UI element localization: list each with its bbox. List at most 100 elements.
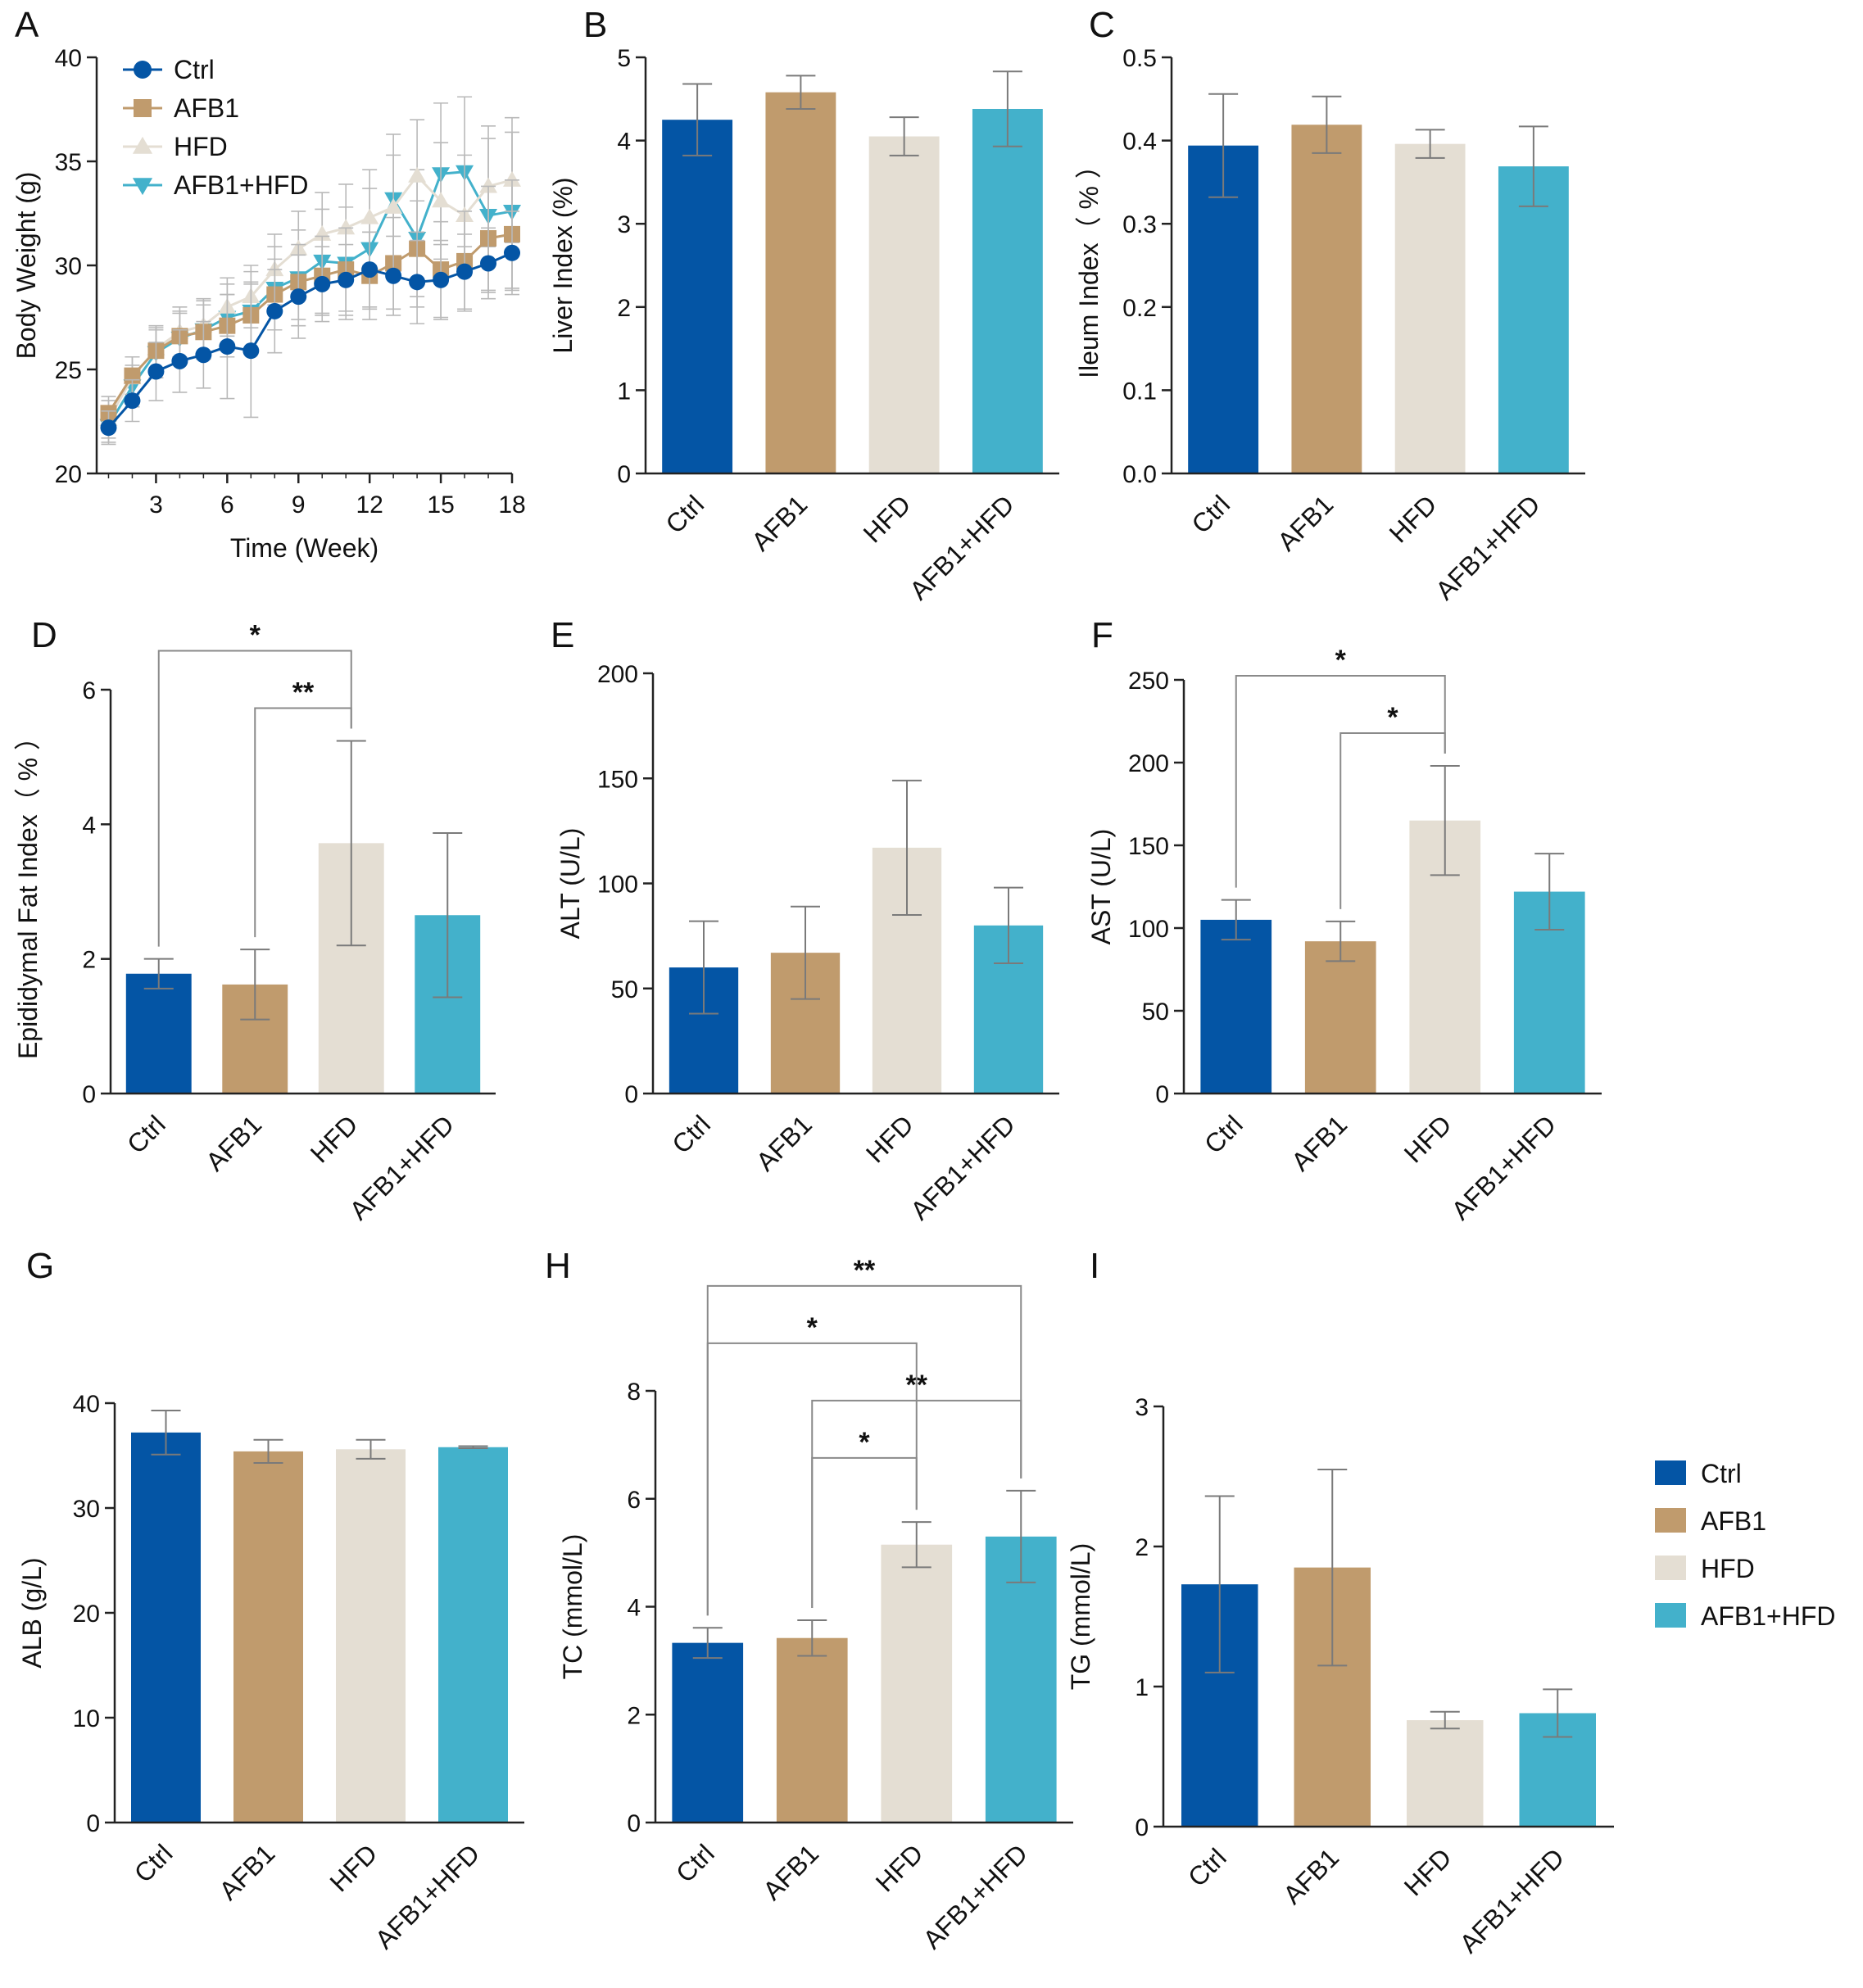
x-tick-label: AFB1+HFD [904, 1109, 1021, 1225]
legend-label: Ctrl [1701, 1459, 1742, 1488]
x-tick-label: AFB1+HFD [343, 1109, 460, 1225]
y-tick-label: 50 [611, 976, 638, 1003]
bar-hfd [881, 1544, 953, 1823]
y-axis-label: Liver Index (%) [548, 177, 578, 353]
x-tick-label: 15 [427, 491, 454, 519]
y-tick-label: 4 [617, 129, 631, 156]
y-tick-label: 30 [55, 253, 82, 280]
bar-hfd [1394, 143, 1466, 473]
data-point [134, 99, 152, 117]
x-tick-label: AFB1 [746, 489, 813, 556]
y-tick-label: 0.5 [1122, 45, 1157, 72]
data-point [385, 267, 402, 284]
y-tick-label: 8 [627, 1379, 641, 1406]
data-point [100, 419, 117, 437]
y-tick-label: 0 [86, 1810, 100, 1837]
data-point [409, 274, 426, 291]
panel-label: G [26, 1246, 54, 1286]
y-tick-label: 3 [617, 211, 631, 238]
data-point [408, 166, 427, 183]
panel-a: A 3 6 9 12 15 18 Time (Week) 20 25 30 35 40 Body Weig… [11, 5, 526, 563]
y-tick-label: 0 [82, 1081, 96, 1108]
data-point [132, 136, 153, 154]
significance-label: * [1387, 702, 1398, 733]
bar-ctrl [1188, 145, 1259, 474]
series-line [107, 174, 513, 420]
y-tick-label: 20 [55, 461, 82, 488]
data-point [384, 197, 403, 214]
legend-label: AFB1 [1701, 1506, 1766, 1536]
y-tick-label: 50 [1142, 999, 1169, 1026]
data-point [290, 288, 307, 306]
x-tick-label: HFD [1398, 1842, 1457, 1901]
x-tick-label: 3 [149, 491, 163, 519]
y-tick-label: 25 [55, 357, 82, 384]
legend-label: AFB1 [174, 93, 239, 123]
legend-label: HFD [1701, 1554, 1755, 1583]
bar-afb1 [1304, 941, 1376, 1094]
panel-label: A [15, 5, 39, 45]
y-tick-label: 100 [597, 872, 638, 899]
data-point [433, 271, 450, 288]
series-ctrl [100, 211, 520, 446]
x-tick-label: HFD [1384, 489, 1443, 548]
series-line [107, 233, 513, 414]
y-tick-label: 200 [597, 661, 638, 688]
data-point [479, 177, 498, 193]
significance-label: * [807, 1312, 818, 1343]
x-tick-label: 9 [292, 491, 306, 519]
y-tick-label: 6 [627, 1487, 641, 1514]
y-tick-label: 0 [617, 461, 631, 488]
bar-afb1-hfd [985, 1536, 1057, 1823]
y-tick-label: 4 [82, 812, 96, 839]
data-point [456, 263, 474, 280]
x-tick-label: AFB1+HFD [1453, 1842, 1570, 1959]
data-point [219, 338, 236, 355]
significance-label: * [250, 619, 261, 650]
legend-swatch-ctrl [1655, 1460, 1686, 1485]
y-tick-label: 2 [82, 947, 96, 974]
panel-label: H [545, 1246, 571, 1286]
data-point [361, 261, 378, 279]
legend-swatch-afb1 [1655, 1508, 1686, 1533]
y-tick-label: 100 [1128, 916, 1169, 943]
y-tick-label: 0 [1155, 1081, 1169, 1108]
bar-ctrl [1200, 919, 1272, 1094]
significance-label: ** [292, 677, 315, 708]
legend-label: HFD [174, 132, 228, 161]
significance-label: * [859, 1427, 870, 1458]
x-tick-label: AFB1+HFD [1445, 1109, 1562, 1225]
x-tick-label: AFB1 [213, 1838, 280, 1905]
y-tick-label: 0.3 [1122, 211, 1157, 238]
x-tick-label: HFD [870, 1838, 929, 1897]
y-tick-label: 1 [617, 378, 631, 405]
data-point [360, 208, 379, 224]
x-tick-label: AFB1 [200, 1109, 267, 1176]
data-point [337, 219, 356, 235]
y-tick-label: 40 [73, 1391, 100, 1418]
x-tick-label: AFB1+HFD [904, 489, 1020, 605]
x-tick-label: 12 [356, 491, 383, 519]
y-axis-label: ALT (U/L) [555, 828, 585, 940]
significance-label: * [1335, 645, 1347, 676]
y-tick-label: 0.1 [1122, 378, 1157, 405]
x-tick-label: Ctrl [1199, 1109, 1249, 1159]
y-tick-label: 0.4 [1122, 129, 1157, 156]
legend-swatch-afb1-hfd [1655, 1603, 1686, 1628]
bar-afb1-hfd [438, 1447, 508, 1823]
x-tick-label: Ctrl [670, 1838, 720, 1888]
y-tick-label: 250 [1128, 668, 1169, 695]
bar-ctrl [672, 1642, 744, 1823]
y-axis-label: Body Weight (g) [11, 172, 41, 360]
y-tick-label: 5 [617, 45, 631, 72]
x-tick-label: HFD [858, 489, 917, 548]
x-tick-label: AFB1 [1277, 1842, 1344, 1909]
data-point [243, 342, 260, 360]
